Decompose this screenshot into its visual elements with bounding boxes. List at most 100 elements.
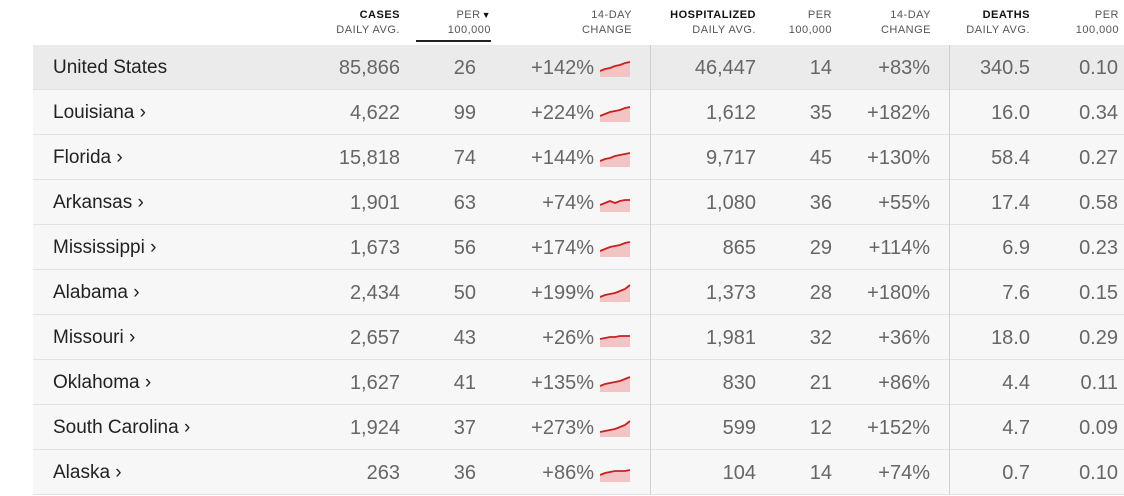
header-cases-14day-change[interactable]: 14-DAY CHANGE xyxy=(582,8,632,38)
cell-hosp-per: 36 xyxy=(809,192,832,214)
table-row[interactable]: Florida › 15,818 74 +144% 9,717 45 +130% 58.4 0.… xyxy=(33,135,1124,180)
cell-cases-change: +86% xyxy=(542,462,594,484)
cell-hosp-per: 14 xyxy=(809,57,832,79)
cell-deaths-per: 0.10 xyxy=(1079,57,1118,79)
header-deaths-per-title: PER xyxy=(1094,9,1119,21)
cell-deaths-per: 0.27 xyxy=(1079,147,1118,169)
sparkline-line xyxy=(600,284,631,298)
header-deaths[interactable]: DEATHS DAILY AVG. xyxy=(966,8,1030,38)
state-link[interactable]: Mississippi › xyxy=(53,237,157,258)
sparkline-line xyxy=(600,420,631,433)
table-row[interactable]: Alaska › 263 36 +86% 104 14 +74% 0.7 0.10 xyxy=(33,450,1124,495)
header-cases-change-title: 14-DAY xyxy=(591,9,632,21)
cell-deaths-per: 0.58 xyxy=(1079,192,1118,214)
state-link[interactable]: South Carolina › xyxy=(53,417,191,438)
cell-cases-change: +26% xyxy=(542,327,594,349)
table-row[interactable]: Louisiana › 4,622 99 +224% 1,612 35 +182% 16.0 0… xyxy=(33,90,1124,135)
sparkline-chart xyxy=(600,61,631,77)
cell-hosp: 830 xyxy=(722,372,756,394)
header-hospitalized[interactable]: HOSPITALIZED DAILY AVG. xyxy=(670,8,756,38)
cell-cases-per: 50 xyxy=(453,282,476,304)
table-row[interactable]: Mississippi › 1,673 56 +174% 865 29 +114% 6.9 0.… xyxy=(33,225,1124,270)
state-link[interactable]: Arkansas › xyxy=(53,192,144,213)
cell-cases-per: 41 xyxy=(453,372,476,394)
cell-hosp: 599 xyxy=(722,417,756,439)
column-divider xyxy=(949,360,950,405)
table-row[interactable]: Arkansas › 1,901 63 +74% 1,080 36 +55% 17.4 0.58 xyxy=(33,180,1124,225)
cell-hosp-per: 35 xyxy=(809,102,832,124)
header-hosp-title: HOSPITALIZED xyxy=(670,9,756,21)
cell-hosp: 46,447 xyxy=(694,57,756,79)
sparkline-area xyxy=(600,242,630,257)
cell-deaths: 17.4 xyxy=(991,192,1030,214)
cell-cases: 1,924 xyxy=(349,417,400,439)
cell-cases-per: 36 xyxy=(453,462,476,484)
header-cases-per-100k[interactable]: PER▼ 100,000 xyxy=(416,8,491,42)
sparkline-line xyxy=(600,199,630,206)
sparkline-chart xyxy=(600,106,631,122)
state-link[interactable]: Oklahoma › xyxy=(53,372,152,393)
cell-deaths: 16.0 xyxy=(991,102,1030,124)
cell-hosp-per: 12 xyxy=(809,417,832,439)
state-link[interactable]: Alabama › xyxy=(53,282,140,303)
cell-cases-change: +273% xyxy=(531,417,594,439)
column-divider xyxy=(949,135,950,180)
header-cases-subtitle: DAILY AVG. xyxy=(336,24,400,36)
column-divider xyxy=(650,135,651,180)
cell-hosp-per: 14 xyxy=(809,462,832,484)
column-divider xyxy=(650,270,651,315)
cell-hosp: 1,080 xyxy=(705,192,756,214)
state-data-table: United States 85,866 26 +142% 46,447 14 +83% 34… xyxy=(33,45,1124,495)
cell-hosp-change: +182% xyxy=(867,102,930,124)
state-link[interactable]: Alaska › xyxy=(53,462,122,483)
cell-cases-change: +174% xyxy=(531,237,594,259)
cell-hosp-change: +83% xyxy=(878,57,930,79)
sparkline-area xyxy=(600,336,630,347)
sparkline-area xyxy=(600,200,630,212)
column-divider xyxy=(650,225,651,270)
column-divider xyxy=(650,45,651,90)
header-hosp-14day-change[interactable]: 14-DAY CHANGE xyxy=(881,8,931,38)
cell-cases-per: 63 xyxy=(453,192,476,214)
cell-cases: 1,627 xyxy=(349,372,400,394)
sparkline-line xyxy=(600,376,631,387)
column-divider xyxy=(949,225,950,270)
header-deaths-per-100k[interactable]: PER 100,000 xyxy=(1076,8,1119,38)
cell-hosp-change: +86% xyxy=(878,372,930,394)
sparkline-chart xyxy=(600,284,631,302)
state-link[interactable]: Louisiana › xyxy=(53,102,146,123)
country-name: United States xyxy=(53,57,168,78)
cell-hosp-change: +74% xyxy=(878,462,930,484)
cell-hosp: 1,981 xyxy=(705,327,756,349)
table-row[interactable]: South Carolina › 1,924 37 +273% 599 12 +152% 4.… xyxy=(33,405,1124,450)
column-divider xyxy=(949,315,950,360)
table-row-national[interactable]: United States 85,866 26 +142% 46,447 14 +83% 34… xyxy=(33,45,1124,90)
state-link[interactable]: Florida › xyxy=(53,147,123,168)
header-deaths-per-subtitle: 100,000 xyxy=(1075,24,1119,36)
header-hosp-per-title: PER xyxy=(807,9,832,21)
state-link[interactable]: Missouri › xyxy=(53,327,136,348)
cell-hosp: 1,373 xyxy=(705,282,756,304)
table-row[interactable]: Oklahoma › 1,627 41 +135% 830 21 +86% 4.4 0.11 xyxy=(33,360,1124,405)
cell-deaths: 0.7 xyxy=(1002,462,1030,484)
sparkline-area xyxy=(600,107,630,122)
cell-deaths-per: 0.23 xyxy=(1079,237,1118,259)
table-row[interactable]: Alabama › 2,434 50 +199% 1,373 28 +180% 7.6 0.15 xyxy=(33,270,1124,315)
cell-deaths-per: 0.09 xyxy=(1079,417,1118,439)
cell-hosp-per: 32 xyxy=(809,327,832,349)
column-divider xyxy=(650,360,651,405)
cell-hosp: 104 xyxy=(722,462,756,484)
header-cases[interactable]: CASES DAILY AVG. xyxy=(336,8,400,38)
cell-hosp-change: +55% xyxy=(878,192,930,214)
table-row[interactable]: Missouri › 2,657 43 +26% 1,981 32 +36% 18.0 0.29 xyxy=(33,315,1124,360)
cell-cases: 85,866 xyxy=(338,57,400,79)
sparkline-line xyxy=(600,469,631,476)
cell-deaths-per: 0.15 xyxy=(1079,282,1118,304)
cell-cases-change: +135% xyxy=(531,372,594,394)
cell-cases: 2,434 xyxy=(349,282,400,304)
header-hosp-per-100k[interactable]: PER 100,000 xyxy=(789,8,832,38)
column-divider xyxy=(650,450,651,495)
cell-hosp-per: 21 xyxy=(809,372,832,394)
sparkline-area xyxy=(600,62,630,77)
cell-cases: 4,622 xyxy=(349,102,400,124)
